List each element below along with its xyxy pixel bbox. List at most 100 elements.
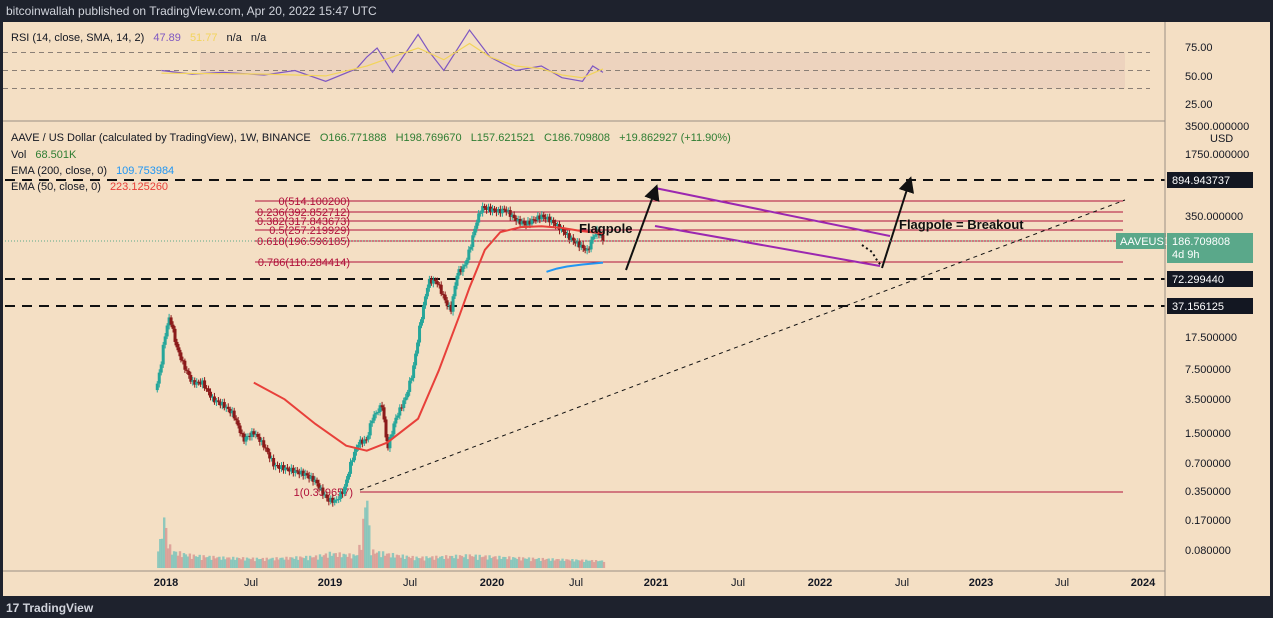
volume-bar bbox=[196, 556, 199, 568]
volume-bar bbox=[235, 557, 239, 568]
candle-body bbox=[433, 279, 437, 282]
price-tag-value: 72.299440 bbox=[1172, 274, 1224, 286]
volume-bar bbox=[592, 562, 596, 568]
volume-bar bbox=[364, 507, 367, 568]
ema50-label: EMA (50, close, 0) bbox=[11, 181, 101, 193]
candle-body bbox=[508, 210, 512, 217]
candle-body bbox=[382, 407, 386, 420]
candle-body bbox=[313, 479, 317, 482]
volume-bar bbox=[533, 559, 537, 568]
volume-bar bbox=[265, 557, 268, 568]
candle-body bbox=[276, 465, 280, 467]
volume-bar bbox=[531, 557, 535, 568]
volume-bar bbox=[385, 553, 389, 568]
volume-bar bbox=[539, 560, 543, 568]
current-price-bg bbox=[1167, 233, 1253, 263]
candle-body bbox=[560, 228, 564, 231]
volume-bar bbox=[188, 553, 192, 568]
candle-body bbox=[319, 487, 323, 489]
candle-body bbox=[492, 208, 496, 211]
volume-bar bbox=[356, 555, 359, 568]
candle-body bbox=[248, 435, 252, 437]
volume-bar bbox=[439, 556, 442, 568]
candle-body bbox=[485, 207, 489, 210]
volume-label: Vol bbox=[11, 149, 27, 161]
volume-bar bbox=[383, 555, 387, 568]
volume-bar bbox=[182, 553, 186, 568]
candle-body bbox=[563, 231, 567, 235]
volume-bar bbox=[387, 553, 391, 568]
current-symbol-bg bbox=[1116, 233, 1166, 249]
candle-body bbox=[295, 470, 299, 472]
candle-body bbox=[489, 206, 493, 212]
candle-body bbox=[565, 233, 569, 235]
candle-body bbox=[179, 352, 183, 361]
volume-bar bbox=[332, 553, 335, 568]
volume-bar bbox=[417, 558, 420, 568]
volume-bar bbox=[259, 558, 263, 568]
volume-bar bbox=[508, 556, 511, 568]
volume-bar bbox=[460, 555, 464, 568]
volume-bar bbox=[310, 557, 314, 568]
volume-bar bbox=[598, 560, 602, 568]
trend-support-line bbox=[359, 199, 1126, 491]
candle-body bbox=[538, 215, 542, 220]
candle-body bbox=[193, 380, 197, 385]
volume-bar bbox=[178, 551, 182, 568]
candle-body bbox=[214, 400, 218, 403]
candle-body bbox=[441, 293, 445, 295]
rsi-value: 47.89 bbox=[153, 32, 181, 44]
volume-bar bbox=[515, 559, 519, 568]
candle-body bbox=[260, 440, 264, 442]
ohlc-open: O166.771888 bbox=[319, 132, 387, 144]
candle-body bbox=[429, 278, 433, 284]
chart-frame bbox=[3, 22, 1270, 596]
volume-bar bbox=[583, 561, 586, 568]
volume-bar bbox=[596, 561, 600, 568]
volume-bar bbox=[512, 557, 515, 568]
price-tag-bg bbox=[1167, 172, 1253, 188]
volume-bar bbox=[535, 558, 539, 568]
volume-bar bbox=[435, 555, 438, 568]
candle-body bbox=[512, 214, 516, 219]
volume-bar bbox=[297, 559, 300, 568]
volume-bar bbox=[234, 559, 237, 568]
candle-body bbox=[262, 440, 266, 448]
volume-bar bbox=[273, 560, 276, 568]
candle-body bbox=[439, 284, 443, 294]
volume-bar bbox=[482, 556, 485, 568]
volume-bar bbox=[549, 560, 552, 568]
volume-bar bbox=[488, 555, 491, 568]
volume-bar bbox=[506, 559, 509, 568]
volume-bar bbox=[498, 555, 501, 568]
volume-bar bbox=[500, 558, 503, 568]
volume-bar bbox=[450, 555, 454, 568]
candle-body bbox=[528, 220, 532, 225]
volume-pane bbox=[157, 500, 606, 568]
volume-bar bbox=[393, 557, 397, 568]
volume-bar bbox=[186, 556, 190, 568]
volume-bar bbox=[204, 557, 207, 568]
candle-body bbox=[372, 414, 376, 421]
candle-body bbox=[447, 304, 451, 307]
candle-body bbox=[354, 447, 358, 452]
price-tick-label: 3500.000000 bbox=[1185, 121, 1249, 133]
candle-body bbox=[343, 486, 347, 494]
volume-bar bbox=[443, 559, 446, 568]
volume-bar bbox=[374, 553, 377, 568]
candle-body bbox=[408, 380, 412, 392]
candle-body bbox=[394, 417, 398, 424]
candle-body bbox=[165, 325, 169, 337]
candle-body bbox=[581, 244, 585, 249]
candle-body bbox=[552, 219, 556, 224]
time-tick-label: 2022 bbox=[808, 577, 832, 589]
candle-body bbox=[443, 294, 447, 301]
candle-body bbox=[209, 391, 213, 398]
price-tick-label: 1.500000 bbox=[1185, 428, 1231, 440]
candle-body bbox=[465, 259, 469, 265]
candle-body bbox=[548, 216, 552, 223]
volume-bar bbox=[354, 555, 357, 568]
volume-bar bbox=[352, 554, 355, 568]
time-tick-label: Jul bbox=[731, 577, 745, 589]
